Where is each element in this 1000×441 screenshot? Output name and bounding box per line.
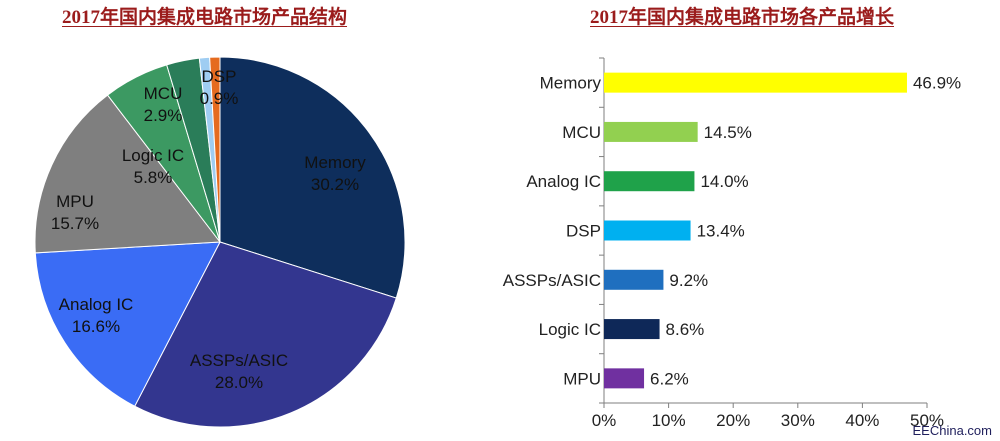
- pie-slice-analog-ic: [34, 241, 221, 407]
- category-label-assps-asic: ASSPs/ASIC: [503, 271, 601, 290]
- pie-label-analog-ic: Analog IC: [59, 295, 134, 314]
- category-label-mcu: MCU: [562, 123, 601, 142]
- x-tick-label: 0%: [592, 411, 617, 430]
- pie-slice-memory: [219, 56, 406, 299]
- data-label-assps-asic: 9.2%: [669, 271, 708, 290]
- pie-slice-assps-asic: [134, 241, 397, 428]
- pie-value-label-mpu: 15.7%: [51, 214, 99, 233]
- category-label-logic-ic: Logic IC: [539, 320, 601, 339]
- pie-value-label-dsp: 0.9%: [200, 89, 239, 108]
- watermark: EEChina.com: [912, 423, 992, 438]
- pie-label-logic-ic: Logic IC: [122, 146, 184, 165]
- pie-slice-dsp: [209, 56, 221, 243]
- x-tick-label: 50%: [910, 411, 944, 430]
- pie-label-memory: Memory: [304, 153, 366, 172]
- category-label-mpu: MPU: [563, 369, 601, 388]
- x-tick-label: 30%: [781, 411, 815, 430]
- bar-memory: [604, 72, 907, 93]
- data-label-memory: 46.9%: [913, 74, 961, 93]
- data-label-analog-ic: 14.0%: [700, 172, 748, 191]
- bar-chart-title: 2017年国内集成电路市场各产品增长: [590, 7, 895, 28]
- pie-label-mpu: MPU: [56, 192, 94, 211]
- bar-mpu: [604, 368, 645, 389]
- pie-value-label-mcu: 2.9%: [144, 106, 183, 125]
- data-label-dsp: 13.4%: [697, 222, 745, 241]
- category-label-memory: Memory: [540, 74, 602, 93]
- bar-mcu: [604, 121, 698, 142]
- pie-label-dsp: DSP: [202, 67, 237, 86]
- x-tick-label: 10%: [652, 411, 686, 430]
- pie-chart-title: 2017年国内集成电路市场产品结构: [62, 7, 348, 28]
- bar-chart: 0% 10% 20% 30% 40% 50% Memory 46.9% MCU 14.5% Anal…: [503, 57, 961, 430]
- bar-dsp: [604, 220, 691, 241]
- pie-value-label-analog-ic: 16.6%: [72, 317, 120, 336]
- x-tick-label: 40%: [845, 411, 879, 430]
- data-label-mpu: 6.2%: [650, 369, 689, 388]
- pie-chart: Memory 30.2% ASSPs/ASIC 28.0% Analog IC 16.6%…: [34, 56, 406, 428]
- pie-slice-mpu: [34, 94, 221, 254]
- data-label-logic-ic: 8.6%: [666, 320, 705, 339]
- category-label-dsp: DSP: [566, 222, 601, 241]
- bar-analog-ic: [604, 171, 695, 192]
- pie-value-label-memory: 30.2%: [311, 175, 359, 194]
- pie-label-mcu: MCU: [144, 84, 183, 103]
- bar-assps-asic: [604, 269, 664, 290]
- pie-value-label-logic-ic: 5.8%: [134, 168, 173, 187]
- data-label-mcu: 14.5%: [704, 123, 752, 142]
- pie-value-label-assps-asic: 28.0%: [215, 373, 263, 392]
- x-tick-label: 20%: [716, 411, 750, 430]
- bar-logic-ic: [604, 319, 660, 340]
- pie-label-assps-asic: ASSPs/ASIC: [190, 351, 288, 370]
- category-label-analog-ic: Analog IC: [526, 172, 601, 191]
